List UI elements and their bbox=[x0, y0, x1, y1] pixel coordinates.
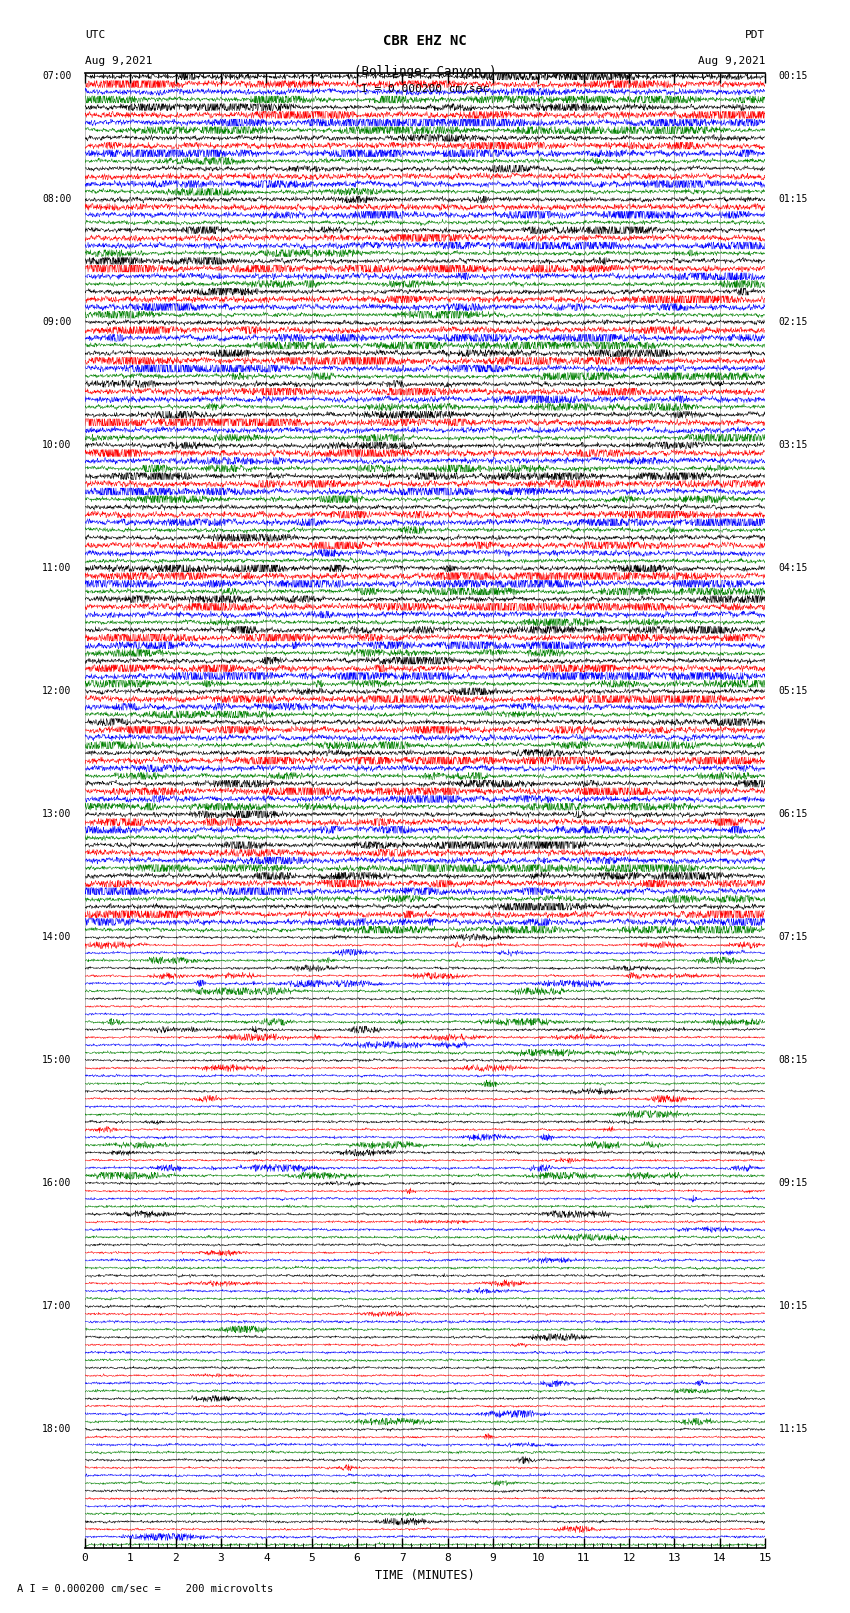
Text: 09:15: 09:15 bbox=[779, 1179, 808, 1189]
Text: 18:00: 18:00 bbox=[42, 1424, 71, 1434]
Text: 03:15: 03:15 bbox=[779, 440, 808, 450]
Text: 07:15: 07:15 bbox=[779, 932, 808, 942]
Text: 10:00: 10:00 bbox=[42, 440, 71, 450]
Text: 13:00: 13:00 bbox=[42, 810, 71, 819]
Text: 05:15: 05:15 bbox=[779, 687, 808, 697]
Text: 06:15: 06:15 bbox=[779, 810, 808, 819]
Text: 08:00: 08:00 bbox=[42, 195, 71, 205]
Text: Aug 9,2021: Aug 9,2021 bbox=[85, 56, 152, 66]
Text: PDT: PDT bbox=[745, 31, 765, 40]
Text: 01:15: 01:15 bbox=[779, 195, 808, 205]
Text: 16:00: 16:00 bbox=[42, 1179, 71, 1189]
Text: 08:15: 08:15 bbox=[779, 1055, 808, 1065]
Text: 14:00: 14:00 bbox=[42, 932, 71, 942]
Text: 10:15: 10:15 bbox=[779, 1302, 808, 1311]
Text: 02:15: 02:15 bbox=[779, 318, 808, 327]
Text: A I = 0.000200 cm/sec =    200 microvolts: A I = 0.000200 cm/sec = 200 microvolts bbox=[17, 1584, 273, 1594]
Text: 09:00: 09:00 bbox=[42, 318, 71, 327]
Text: 11:15: 11:15 bbox=[779, 1424, 808, 1434]
Text: 07:00: 07:00 bbox=[42, 71, 71, 81]
Text: 17:00: 17:00 bbox=[42, 1302, 71, 1311]
Text: 12:00: 12:00 bbox=[42, 687, 71, 697]
Text: (Bollinger Canyon ): (Bollinger Canyon ) bbox=[354, 65, 496, 77]
Text: UTC: UTC bbox=[85, 31, 105, 40]
Text: 00:15: 00:15 bbox=[779, 71, 808, 81]
Text: CBR EHZ NC: CBR EHZ NC bbox=[383, 34, 467, 48]
Text: 11:00: 11:00 bbox=[42, 563, 71, 573]
Text: 15:00: 15:00 bbox=[42, 1055, 71, 1065]
X-axis label: TIME (MINUTES): TIME (MINUTES) bbox=[375, 1569, 475, 1582]
Text: 04:15: 04:15 bbox=[779, 563, 808, 573]
Text: Aug 9,2021: Aug 9,2021 bbox=[698, 56, 765, 66]
Text: I = 0.000200 cm/sec: I = 0.000200 cm/sec bbox=[361, 84, 489, 94]
